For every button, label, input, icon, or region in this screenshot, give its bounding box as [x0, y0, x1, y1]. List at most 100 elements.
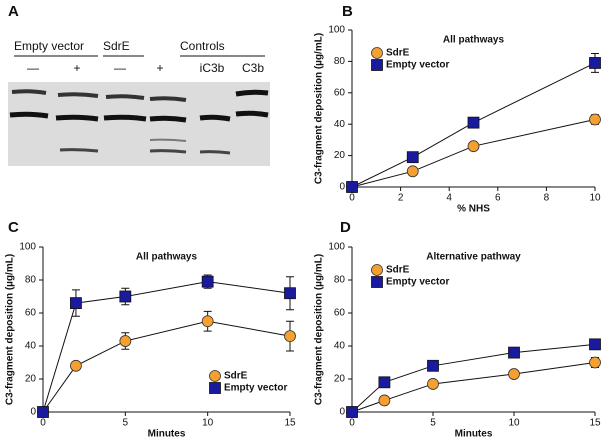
legend-label: Empty vector	[386, 60, 449, 71]
lane-label: C3b	[242, 61, 264, 75]
point	[346, 181, 358, 193]
legend-label: SdrE	[386, 48, 410, 59]
point	[284, 287, 296, 300]
legend-label: SdrE	[224, 371, 248, 382]
legend-label: Empty vector	[386, 277, 449, 288]
group-label: Controls	[180, 39, 225, 53]
lane-label: —	[114, 61, 126, 75]
lane-label: +	[156, 61, 163, 75]
y-tick-label: 40	[334, 119, 346, 130]
chart-title: Alternative pathway	[426, 252, 521, 263]
point	[589, 57, 601, 69]
panel-letter: B	[342, 3, 353, 20]
point	[508, 368, 520, 380]
y-tick-label: 100	[328, 25, 345, 36]
x-axis-label: Minutes	[455, 429, 493, 440]
legend-marker	[371, 47, 383, 59]
point	[70, 359, 82, 372]
y-tick-label: 60	[334, 308, 346, 319]
band	[9, 110, 269, 123]
point	[427, 378, 439, 390]
y-tick-label: 60	[334, 87, 346, 98]
point	[589, 113, 601, 126]
lane-label: iC3b	[200, 61, 225, 75]
x-tick-label: 0	[349, 193, 355, 204]
x-axis-label: Minutes	[148, 429, 186, 440]
y-tick-label: 100	[19, 242, 36, 253]
x-tick-label: 15	[589, 418, 601, 429]
y-axis-label: C3-fragment deposition (µg/mL)	[314, 33, 325, 184]
y-tick-label: 80	[25, 275, 37, 286]
x-tick-label: 8	[544, 193, 550, 204]
y-tick-label: 80	[334, 56, 346, 67]
x-axis-label: % NHS	[457, 204, 490, 215]
point	[406, 165, 419, 178]
x-tick-label: 5	[123, 418, 129, 429]
y-tick-label: 20	[334, 374, 346, 385]
group-label: SdrE	[103, 39, 130, 53]
y-tick-label: 0	[339, 407, 345, 418]
x-tick-label: 0	[40, 418, 46, 429]
legend-marker	[209, 382, 221, 394]
y-tick-label: 20	[25, 374, 37, 385]
y-tick-label: 0	[339, 182, 345, 193]
point	[589, 338, 601, 351]
x-tick-label: 10	[202, 418, 214, 429]
legend-marker	[371, 264, 383, 276]
y-tick-label: 40	[334, 341, 346, 352]
series-line	[351, 62, 596, 188]
series-line	[351, 119, 596, 188]
x-tick-label: 5	[430, 418, 436, 429]
x-tick-label: 10	[508, 418, 520, 429]
panel-letter: D	[340, 219, 351, 236]
y-tick-label: 40	[25, 341, 37, 352]
y-tick-label: 100	[328, 242, 345, 253]
y-tick-label: 0	[30, 407, 36, 418]
legend-label: Empty vector	[224, 383, 287, 394]
point	[201, 275, 214, 288]
point	[346, 406, 358, 418]
blot	[8, 82, 270, 166]
band	[11, 89, 187, 102]
point	[406, 151, 419, 164]
lane-label: +	[73, 61, 80, 75]
point	[37, 406, 49, 418]
x-tick-label: 4	[446, 193, 452, 204]
band	[149, 138, 187, 142]
chart-title: All pathways	[443, 35, 505, 46]
x-tick-label: 10	[589, 193, 601, 204]
y-tick-label: 20	[334, 150, 346, 161]
blot-background	[8, 82, 270, 166]
panel-letter: A	[8, 3, 19, 20]
point	[589, 356, 601, 369]
point	[119, 335, 132, 347]
y-tick-label: 80	[334, 275, 346, 286]
point	[378, 376, 391, 389]
point	[70, 297, 82, 310]
point	[467, 116, 480, 129]
point	[284, 330, 296, 343]
point	[467, 140, 480, 153]
point	[119, 290, 132, 303]
x-tick-label: 0	[349, 418, 355, 429]
legend-marker	[209, 370, 221, 382]
lane-label: —	[27, 61, 39, 75]
panel-letter: C	[8, 219, 19, 236]
legend-label: SdrE	[386, 265, 410, 276]
x-tick-label: 15	[284, 418, 296, 429]
point	[201, 315, 214, 328]
band	[59, 148, 231, 155]
point	[508, 346, 520, 359]
x-tick-label: 2	[398, 193, 404, 204]
y-axis-label: C3-fragment deposition (µg/mL)	[5, 254, 16, 405]
chart-title: All pathways	[136, 252, 198, 263]
band	[235, 89, 269, 97]
legend-marker	[371, 276, 383, 288]
legend-marker	[371, 59, 383, 71]
y-axis-label: C3-fragment deposition (µg/mL)	[314, 254, 325, 405]
point	[427, 359, 439, 372]
group-label: Empty vector	[14, 39, 84, 53]
y-tick-label: 60	[25, 308, 37, 319]
